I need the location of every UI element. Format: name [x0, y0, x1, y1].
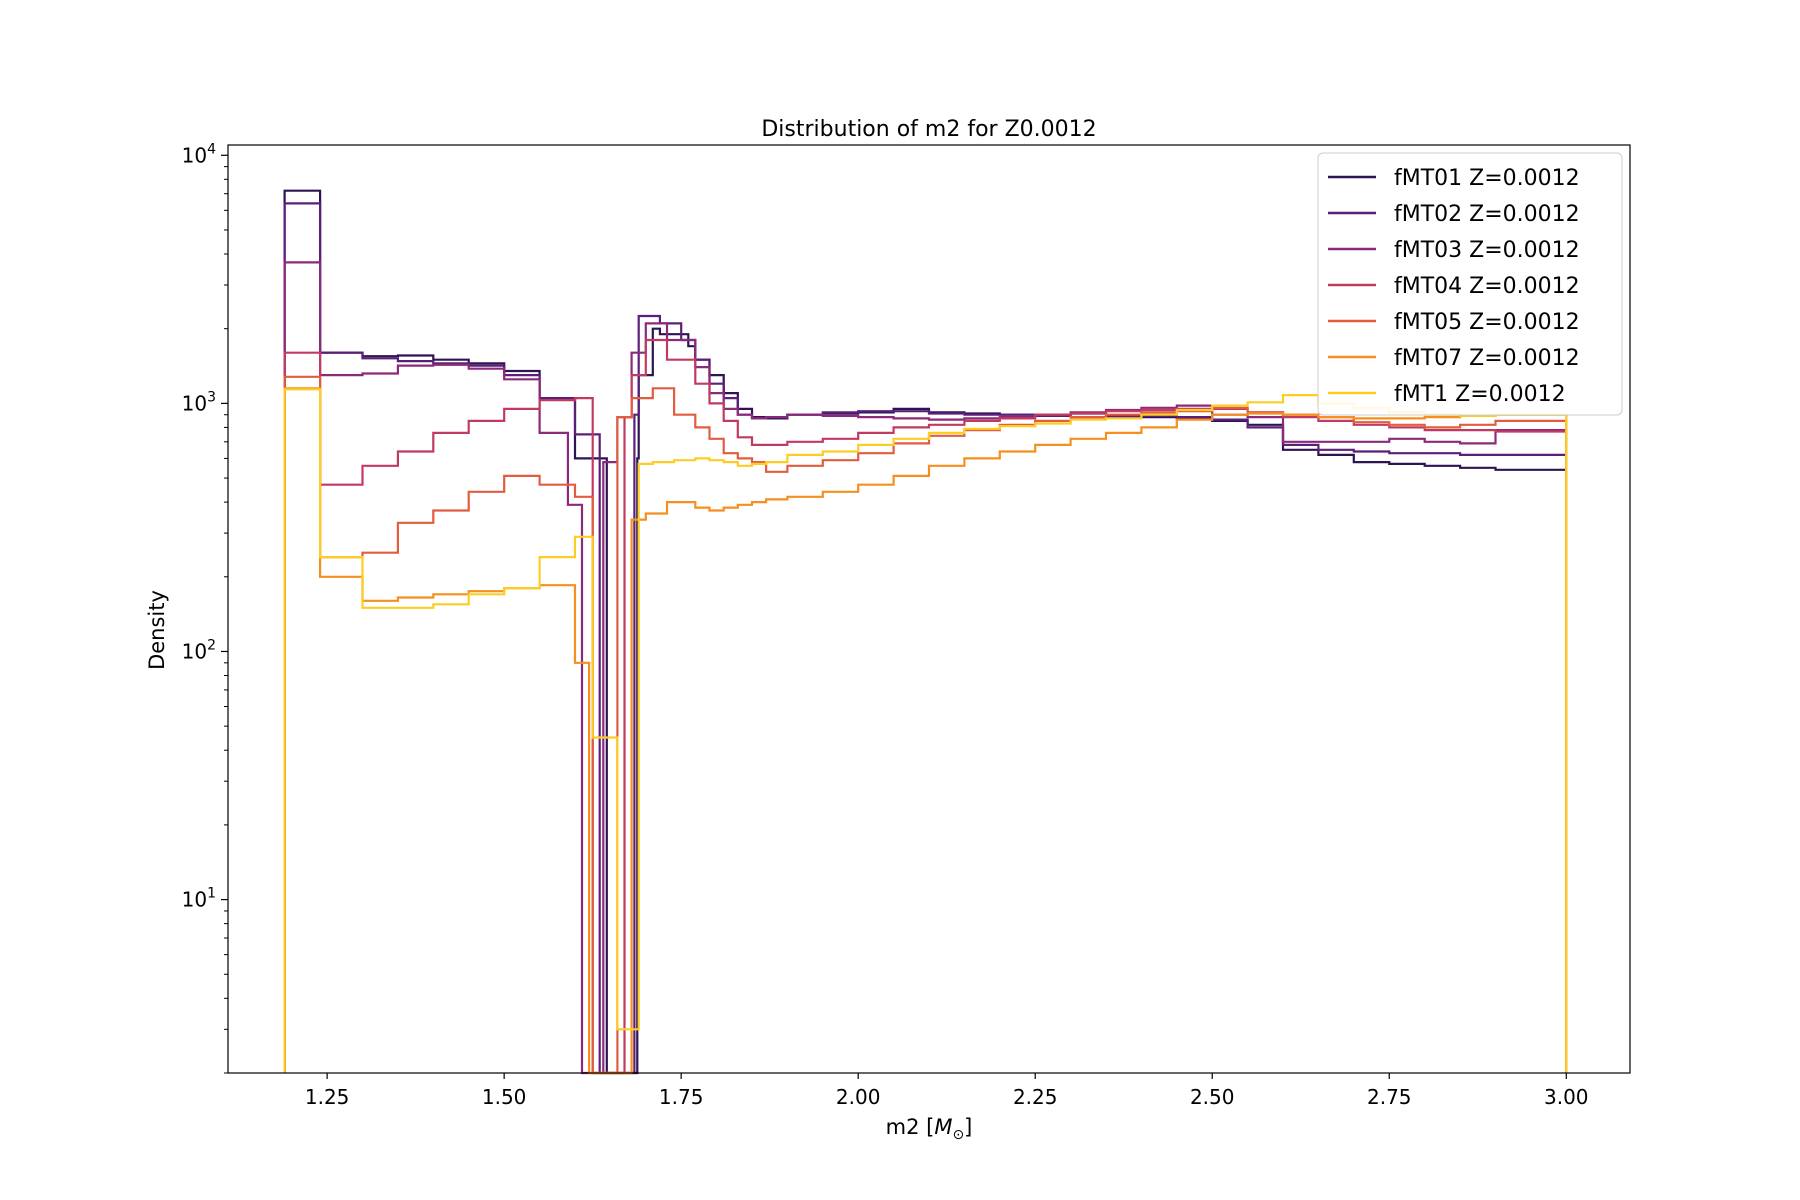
legend-label: fMT02 Z=0.0012: [1394, 202, 1580, 227]
x-tick-label: 2.25: [1013, 1085, 1058, 1109]
x-tick-label: 2.50: [1190, 1085, 1235, 1109]
x-axis: 1.25 1.50 1.75 2.00 2.25 2.50 2.75 3.00: [305, 1073, 1589, 1109]
y-axis: 101 102 103 104: [182, 141, 228, 1074]
x-tick-label: 1.50: [482, 1085, 527, 1109]
legend: fMT01 Z=0.0012 fMT02 Z=0.0012 fMT03 Z=0.00…: [1317, 152, 1623, 416]
x-tick-label: 3.00: [1544, 1085, 1589, 1109]
series-line-7: [283, 388, 1568, 1073]
legend-label: fMT07 Z=0.0012: [1394, 346, 1580, 371]
x-axis-label: m2 [M⊙]: [886, 1115, 973, 1143]
chart-title: Distribution of m2 for Z0.0012: [761, 117, 1096, 142]
y-tick-label: 101: [182, 886, 216, 912]
legend-label: fMT03 Z=0.0012: [1394, 238, 1580, 263]
plot-series: [283, 189, 1568, 1075]
x-tick-label: 2.00: [836, 1085, 881, 1109]
legend-box: [1317, 152, 1623, 416]
legend-label: fMT1 Z=0.0012: [1394, 382, 1566, 407]
legend-label: fMT01 Z=0.0012: [1394, 166, 1580, 191]
legend-label: fMT04 Z=0.0012: [1394, 274, 1580, 299]
series-line-4: [283, 338, 1568, 1075]
legend-label: fMT05 Z=0.0012: [1394, 310, 1580, 335]
x-tick-label: 2.75: [1367, 1085, 1412, 1109]
y-tick-label: 102: [182, 637, 216, 663]
y-tick-label: 103: [182, 389, 216, 415]
x-tick-label: 1.75: [659, 1085, 704, 1109]
x-tick-label: 1.25: [305, 1085, 350, 1109]
y-axis-label: Density: [145, 590, 169, 670]
plot-frame: [227, 144, 1631, 1074]
y-tick-label: 104: [182, 141, 216, 167]
